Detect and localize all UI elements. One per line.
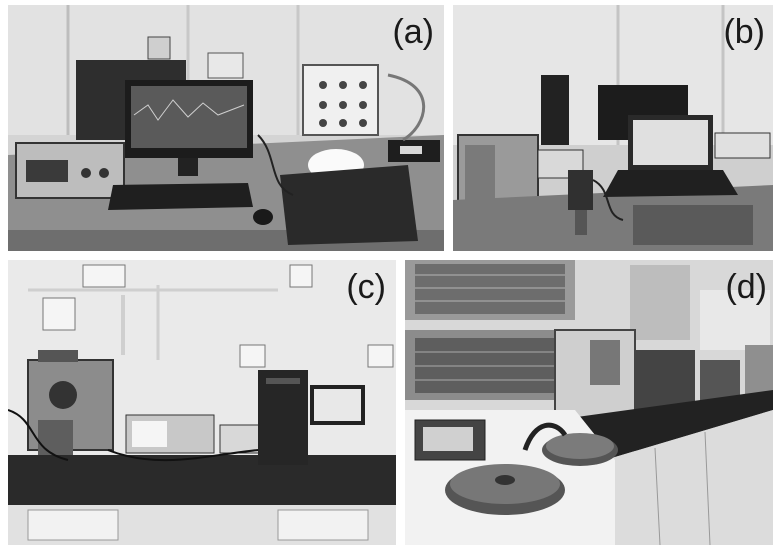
photo-panel-d: (d) bbox=[405, 260, 773, 545]
lab-setup-photo-a bbox=[8, 5, 444, 251]
panel-label-c: (c) bbox=[346, 268, 386, 306]
photo-panel-c: (c) bbox=[8, 260, 396, 545]
panel-label-a: (a) bbox=[392, 13, 434, 51]
panel-label-d: (d) bbox=[725, 268, 767, 306]
lab-setup-photo-d bbox=[405, 260, 773, 545]
lab-setup-photo-b bbox=[453, 5, 773, 251]
panel-label-b: (b) bbox=[723, 13, 765, 51]
lab-setup-photo-c bbox=[8, 260, 396, 545]
photo-panel-b: (b) bbox=[453, 5, 773, 251]
photo-panel-a: (a) bbox=[8, 5, 444, 251]
